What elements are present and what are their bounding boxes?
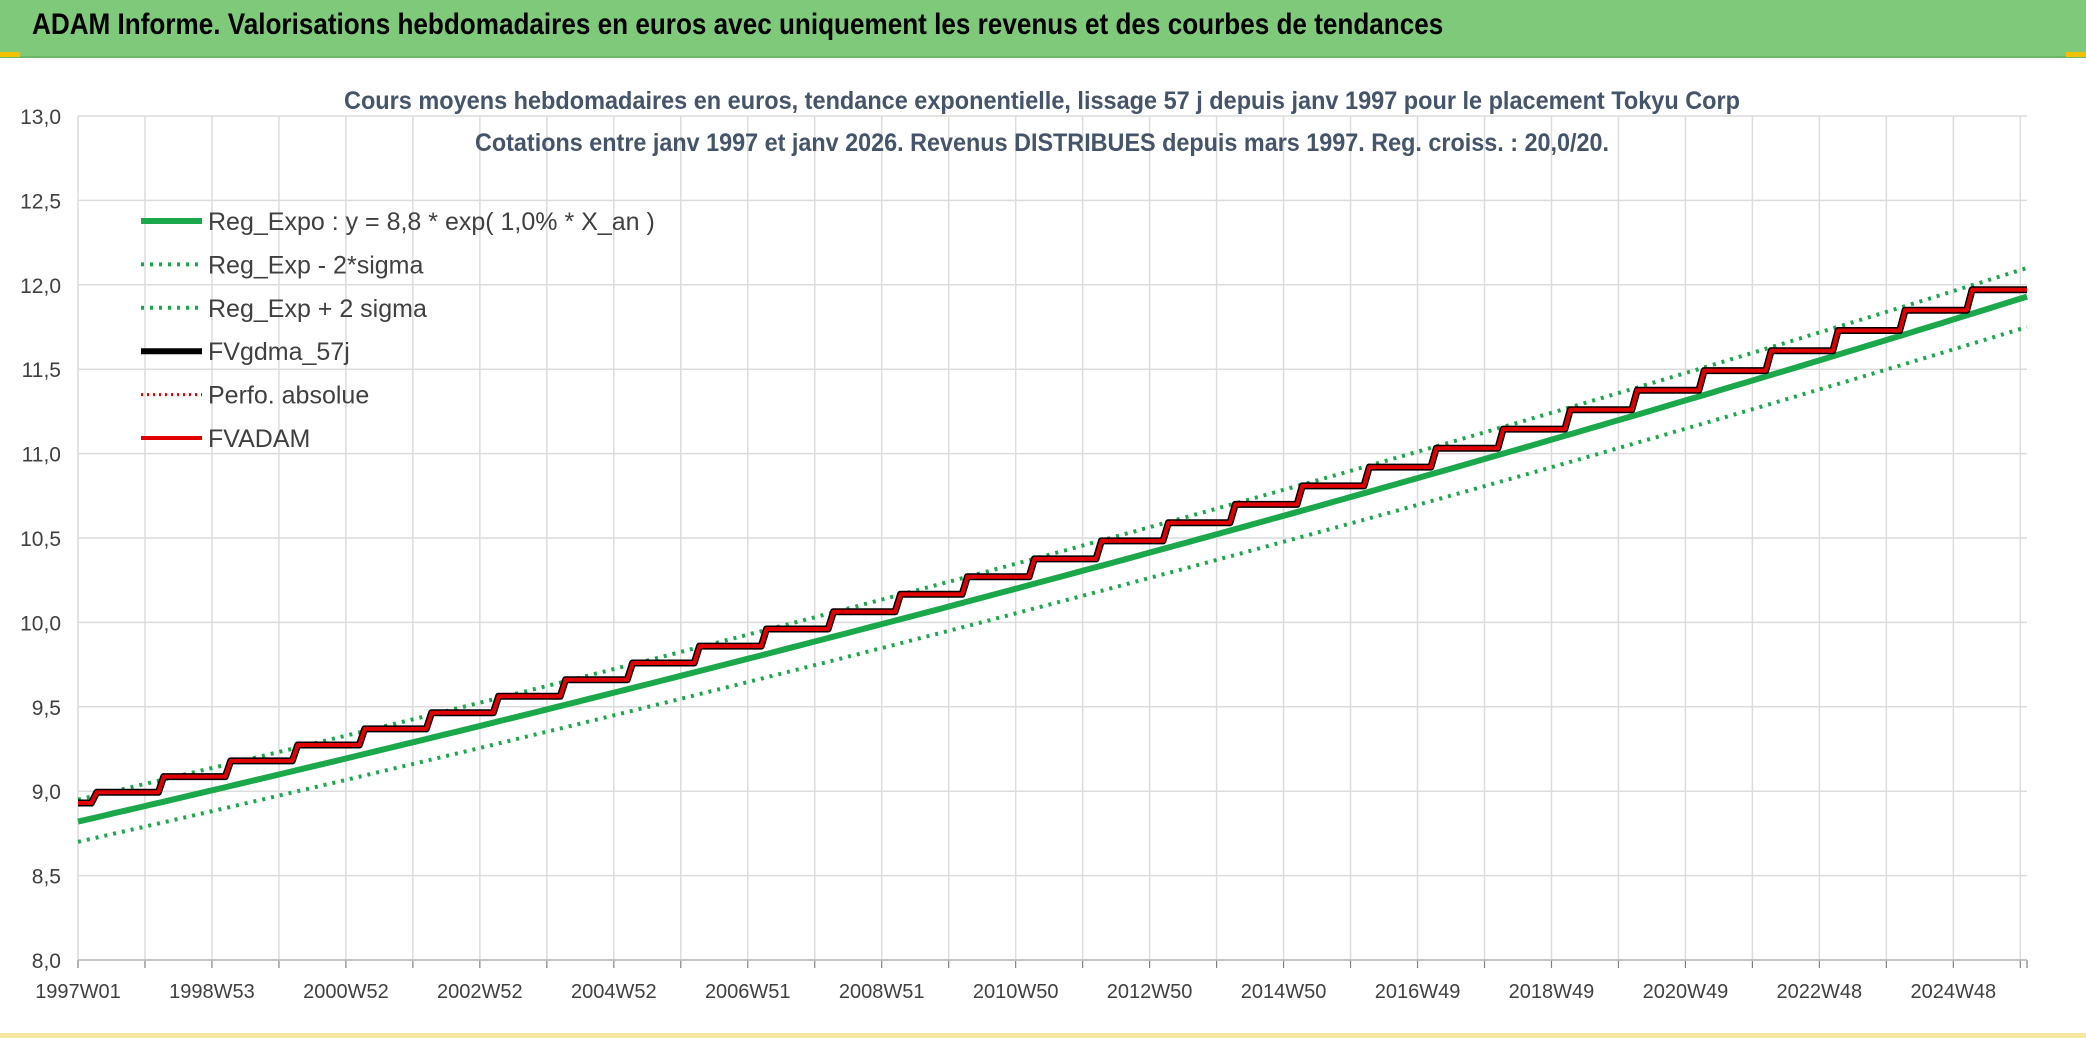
y-tick-label: 13,0 <box>20 106 61 129</box>
x-tick-label: 2024W48 <box>1911 981 1997 1003</box>
y-tick-label: 9,5 <box>32 697 61 720</box>
x-tick-label: 2020W49 <box>1643 981 1729 1003</box>
legend-label: FVgdma_57j <box>208 338 350 366</box>
y-tick-label: 8,5 <box>32 866 61 889</box>
series-line-reg-expo-y-8-8-exp-1-0-x-an <box>77 293 2028 825</box>
x-tick-label: 2014W50 <box>1241 981 1327 1003</box>
series-line-fvgdma-57j <box>78 286 2027 807</box>
series-line-reg-exp-2-sigma <box>77 325 2028 844</box>
x-tick-label: 2018W49 <box>1509 981 1595 1003</box>
bottom-bar <box>0 1033 2086 1038</box>
x-tick-label: 2012W50 <box>1107 981 1193 1003</box>
x-tick-label: 1998W53 <box>169 981 255 1003</box>
legend-label: Reg_Expo : y = 8,8 * exp( 1,0% * X_an ) <box>208 208 655 236</box>
legend-label: Reg_Exp + 2 sigma <box>208 295 427 323</box>
legend-label: FVADAM <box>208 425 310 453</box>
corner-marker-left <box>0 52 20 57</box>
x-tick-label: 2004W52 <box>571 981 657 1003</box>
chart-subtitle: Cotations entre janv 1997 et janv 2026. … <box>475 129 1609 157</box>
series-line-reg-exp-2-sigma <box>77 265 2028 802</box>
y-tick-label: 8,0 <box>32 950 61 973</box>
x-tick-label: 1997W01 <box>35 981 121 1003</box>
x-tick-label: 2008W51 <box>839 981 925 1003</box>
y-tick-label: 11,5 <box>22 359 61 382</box>
y-tick-label: 10,5 <box>20 528 61 551</box>
legend-label: Perfo. absolue <box>208 382 369 410</box>
report-header: ADAM Informe. Valorisations hebdomadaire… <box>0 0 2086 58</box>
x-tick-label: 2000W52 <box>303 981 389 1003</box>
x-tick-label: 2010W50 <box>973 981 1059 1003</box>
x-tick-label: 2016W49 <box>1375 981 1461 1003</box>
y-tick-label: 9,0 <box>32 781 61 804</box>
legend-label: Reg_Exp - 2*sigma <box>208 251 423 279</box>
y-tick-label: 11,0 <box>22 444 61 467</box>
x-tick-label: 2022W48 <box>1777 981 1863 1003</box>
x-tick-label: 2002W52 <box>437 981 523 1003</box>
chart-title: Cours moyens hebdomadaires en euros, ten… <box>344 87 1740 115</box>
corner-marker-right <box>2066 52 2086 57</box>
series-line-perfo-absolue <box>78 288 2027 805</box>
y-tick-label: 12,0 <box>20 275 61 298</box>
x-tick-label: 2006W51 <box>705 981 791 1003</box>
report-title: ADAM Informe. Valorisations hebdomadaire… <box>32 8 1444 41</box>
y-tick-label: 10,0 <box>20 612 61 635</box>
y-tick-label: 12,5 <box>20 190 61 213</box>
